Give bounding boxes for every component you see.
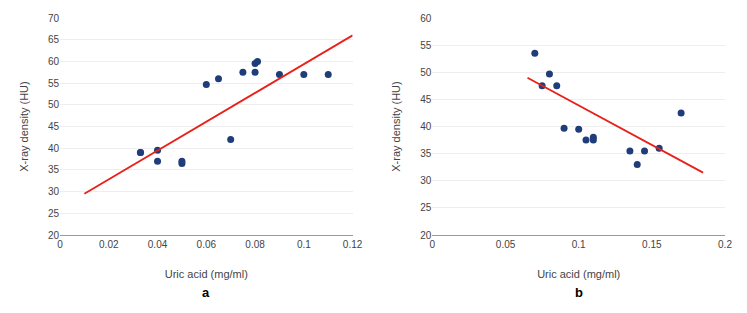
svg-text:55: 55 [48, 78, 60, 89]
svg-text:35: 35 [48, 164, 60, 175]
svg-text:0: 0 [430, 239, 436, 250]
svg-text:60: 60 [420, 13, 432, 24]
svg-text:0.1: 0.1 [572, 239, 586, 250]
svg-text:50: 50 [420, 67, 432, 78]
svg-text:25: 25 [420, 202, 432, 213]
svg-text:30: 30 [48, 186, 60, 197]
svg-text:40: 40 [420, 121, 432, 132]
svg-text:45: 45 [420, 94, 432, 105]
svg-text:20: 20 [420, 230, 432, 241]
svg-text:0.2: 0.2 [718, 239, 732, 250]
svg-text:Uric acid (mg/ml): Uric acid (mg/ml) [165, 268, 248, 280]
svg-text:b: b [575, 285, 583, 300]
svg-text:0.05: 0.05 [496, 239, 516, 250]
svg-text:0.12: 0.12 [343, 239, 363, 250]
svg-text:0: 0 [57, 239, 63, 250]
svg-text:0.1: 0.1 [297, 239, 311, 250]
svg-text:0.15: 0.15 [642, 239, 662, 250]
svg-text:25: 25 [48, 208, 60, 219]
svg-text:70: 70 [48, 13, 60, 24]
svg-text:65: 65 [48, 34, 60, 45]
svg-text:a: a [202, 285, 210, 300]
svg-text:45: 45 [48, 121, 60, 132]
svg-text:50: 50 [48, 99, 60, 110]
svg-text:Uric acid (mg/ml): Uric acid (mg/ml) [537, 268, 620, 280]
svg-text:X-ray density (HU): X-ray density (HU) [18, 81, 30, 171]
svg-text:X-ray density (HU): X-ray density (HU) [390, 81, 402, 171]
svg-text:0.08: 0.08 [245, 239, 265, 250]
svg-text:0.02: 0.02 [99, 239, 119, 250]
svg-text:40: 40 [48, 143, 60, 154]
svg-text:20: 20 [48, 230, 60, 241]
svg-text:55: 55 [420, 40, 432, 51]
svg-text:60: 60 [48, 56, 60, 67]
svg-text:0.04: 0.04 [148, 239, 168, 250]
svg-text:0.06: 0.06 [197, 239, 217, 250]
svg-text:30: 30 [420, 175, 432, 186]
svg-text:35: 35 [420, 148, 432, 159]
